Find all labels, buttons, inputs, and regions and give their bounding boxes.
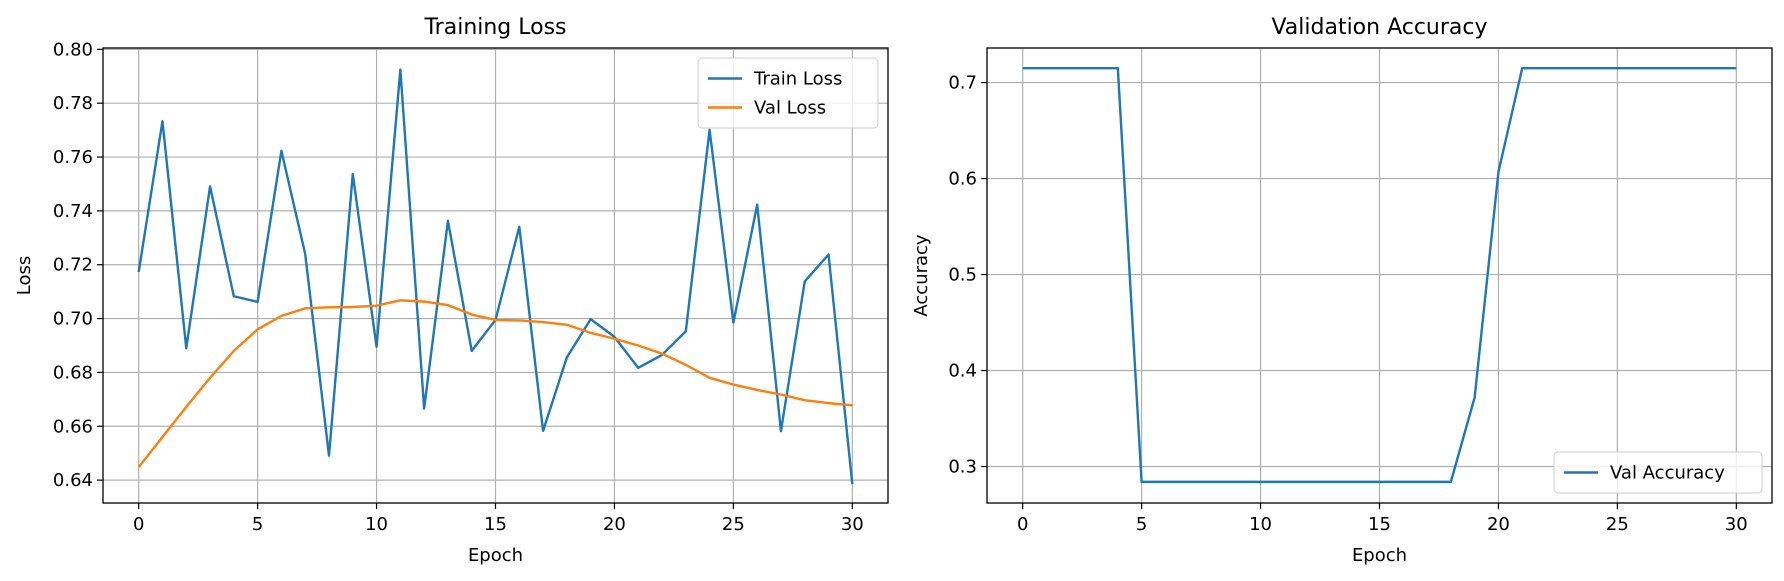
chart-1-y-tick-label: 0.4: [948, 361, 977, 382]
chart-0-y-tick-label: 0.68: [53, 362, 93, 383]
chart-0-y-axis-label: Loss: [14, 256, 35, 295]
chart-1-x-tick-label: 15: [1368, 514, 1391, 535]
chart-0-y-tick-label: 0.74: [53, 201, 93, 222]
chart-1-legend-box: [1553, 451, 1763, 494]
chart-1-y-tick-label: 0.3: [948, 457, 977, 478]
chart-0-y-tick-label: 0.64: [53, 470, 93, 491]
chart-1-y-tick-label: 0.5: [948, 265, 977, 286]
chart-0-x-tick-label: 0: [133, 514, 144, 535]
validation-accuracy-chart: 0 5 10 15 20 25 30 0.3 0.4 0.5 0.6 0.7 Validation Ac…: [911, 15, 1773, 566]
chart-1-title: Validation Accuracy: [1271, 15, 1487, 40]
chart-1-x-tick-label: 20: [1487, 514, 1510, 535]
chart-0-y-tick-label: 0.80: [53, 39, 93, 60]
chart-0-title: Training Loss: [423, 15, 566, 40]
chart-0-x-tick-label: 15: [484, 514, 507, 535]
val-accuracy-line: [1022, 66, 1737, 484]
chart-0-x-tick-label: 20: [603, 514, 626, 535]
chart-0-x-tick-label: 10: [365, 514, 388, 535]
chart-0-y-tick-label: 0.66: [53, 416, 93, 437]
chart-0-x-tick-label: 25: [722, 514, 745, 535]
chart-0-y-tick-label: 0.70: [53, 309, 93, 330]
val-accuracy-legend-label: Val Accuracy: [1610, 463, 1725, 484]
training-loss-chart: 0 5 10 15 20 25 30 0.64 0.66 0.68 0.70 0.72 0.74 0.76…: [14, 15, 889, 566]
chart-0-y-tick-label: 0.76: [53, 147, 93, 168]
chart-1-y-tick-label: 0.7: [948, 73, 977, 94]
chart-0-legend: Train Loss Val Loss: [697, 57, 879, 129]
chart-1-y-tick-label: 0.6: [948, 169, 977, 190]
chart-1-x-tick-label: 0: [1017, 514, 1028, 535]
val-loss-legend-label: Val Loss: [754, 98, 826, 119]
chart-1-x-axis-label: Epoch: [1352, 545, 1407, 566]
chart-0-legend-box: [697, 57, 879, 129]
chart-0-x-tick-label: 30: [841, 514, 864, 535]
chart-1-legend: Val Accuracy: [1553, 451, 1763, 494]
chart-1-x-tick-label: 10: [1249, 514, 1272, 535]
chart-1-x-tick-label: 25: [1606, 514, 1629, 535]
chart-0-x-axis-label: Epoch: [468, 545, 523, 566]
chart-0-y-tick-label: 0.72: [53, 255, 93, 276]
train-loss-legend-label: Train Loss: [753, 69, 842, 90]
chart-0-x-tick-label: 5: [252, 514, 263, 535]
chart-1-y-axis-label: Accuracy: [911, 234, 932, 317]
chart-1-x-tick-label: 5: [1136, 514, 1147, 535]
chart-0-y-tick-label: 0.78: [53, 93, 93, 114]
val-loss-line: [137, 299, 853, 468]
chart-1-x-tick-label: 30: [1725, 514, 1748, 535]
